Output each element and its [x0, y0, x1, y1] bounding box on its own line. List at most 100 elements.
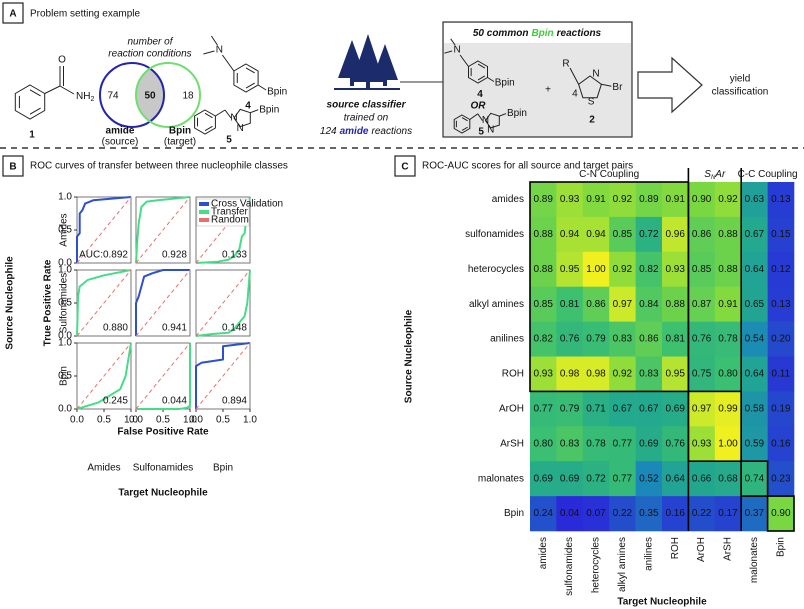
heatmap-cell	[688, 216, 716, 253]
heatmap-cell	[767, 391, 795, 427]
roc-curve	[136, 343, 191, 410]
atom-label: Bpin	[495, 78, 515, 89]
panel-letter: C	[401, 162, 408, 173]
benzene-ring	[233, 63, 259, 93]
atom-label: NH2	[76, 91, 94, 103]
atom-label: Bpin	[267, 87, 287, 98]
classifier-text: 124 amide reactions	[320, 126, 412, 137]
group-outline	[766, 495, 795, 532]
heatmap-cell	[741, 251, 768, 287]
heatmap-cell	[609, 286, 636, 322]
cell-label: 0.84	[639, 299, 659, 310]
auc-label: AUC:0.892	[79, 250, 128, 261]
compound-number: 2	[589, 115, 595, 126]
cell-label: 0.93	[560, 194, 580, 205]
x-tick-label: 0.0	[70, 415, 84, 426]
venn-caption: reaction conditions	[108, 49, 191, 60]
venn-set: Bpin	[169, 126, 191, 137]
cell-label: 1.00	[718, 438, 738, 449]
heatmap-cell	[662, 391, 689, 427]
bond	[224, 109, 232, 119]
cell-label: 0.79	[560, 403, 580, 414]
bond	[499, 113, 507, 117]
venn-count: 74	[107, 91, 119, 102]
heatmap-cell	[741, 321, 768, 357]
bond	[204, 112, 213, 119]
heatmap-cell	[609, 251, 636, 287]
y-tick-label: 0.5	[58, 371, 72, 382]
heatmap-cell	[741, 286, 768, 322]
cell-label: 0.80	[533, 438, 553, 449]
cell-label: 0.82	[533, 334, 553, 345]
cell-label: 0.12	[771, 264, 791, 275]
cell-label: 0.23	[771, 473, 791, 484]
legend-label: Transfer	[211, 207, 249, 218]
heatmap-cell	[530, 461, 557, 497]
group-label-part: S	[704, 169, 711, 180]
heatmap-cell	[714, 216, 742, 253]
heatmap-cell	[582, 182, 610, 218]
column-label: Amides	[87, 463, 120, 474]
compound-number: 1	[29, 130, 35, 141]
group-label-part: N	[711, 175, 716, 181]
cell-label: 0.52	[639, 473, 659, 484]
heatmap-cell	[741, 391, 768, 427]
x-tick-label: 1.0	[243, 415, 257, 426]
heatmap-cell	[714, 461, 742, 497]
cell-label: 0.88	[533, 264, 553, 275]
venn-role: (source)	[102, 137, 139, 148]
bond	[257, 84, 267, 91]
y-tick-label: 0.5	[58, 225, 72, 236]
bond	[459, 54, 469, 67]
bond	[477, 113, 483, 121]
legend-swatch	[199, 202, 209, 206]
atom-label: 4	[572, 88, 578, 99]
panel-letter: A	[9, 9, 16, 20]
bond	[450, 38, 456, 46]
heatmap-cell	[582, 251, 610, 287]
cell-label: 0.86	[692, 229, 712, 240]
row-label: alkyl amines	[469, 299, 524, 310]
heatmap-cell	[767, 251, 795, 287]
cell-label: 0.98	[586, 369, 606, 380]
heatmap-cell	[662, 356, 689, 392]
heatmap-cell	[714, 496, 742, 532]
cell-label: 0.81	[560, 299, 580, 310]
cell-label: 0.88	[665, 299, 685, 310]
atom-label-part: 2	[90, 96, 94, 103]
row-label: heterocycles	[468, 264, 524, 275]
heatmap-cell	[635, 356, 663, 392]
venn-count: 18	[182, 91, 194, 102]
cell-label: 0.98	[560, 369, 580, 380]
bond	[477, 63, 486, 69]
bond	[210, 35, 218, 46]
heatmap-cell	[635, 426, 663, 462]
cell-label: 0.90	[692, 194, 712, 205]
panel-letter: B	[9, 162, 16, 173]
bond	[245, 67, 255, 74]
cell-label: 0.07	[586, 508, 606, 519]
cell-label: 0.82	[639, 264, 659, 275]
row-label: Bpin	[504, 508, 524, 519]
atom-label: N	[230, 113, 237, 124]
bond	[487, 77, 495, 82]
benzene-ring	[468, 60, 488, 84]
auc-label: 0.894	[222, 396, 247, 407]
heatmap-cell	[714, 356, 742, 392]
heatmap-cell	[714, 286, 742, 322]
heatmap-cell	[582, 461, 610, 497]
column-label: sulfonamides	[564, 537, 575, 596]
target-box-title-part: Bpin	[531, 28, 553, 39]
roc-curve	[135, 269, 190, 336]
group-label-part: C-C Coupling	[738, 169, 798, 180]
panel-title: Problem setting example	[30, 9, 140, 20]
x-tick-label: 1.0	[124, 415, 138, 426]
venn-target	[135, 62, 201, 128]
heatmap-cell	[688, 426, 716, 462]
cell-label: 0.16	[771, 438, 791, 449]
atom-label: Bpin	[259, 104, 279, 115]
heatmap-cell	[609, 182, 636, 218]
venn-role: (target)	[164, 137, 196, 148]
y-tick-label: 1.0	[58, 338, 72, 349]
cell-label: 0.94	[560, 229, 580, 240]
